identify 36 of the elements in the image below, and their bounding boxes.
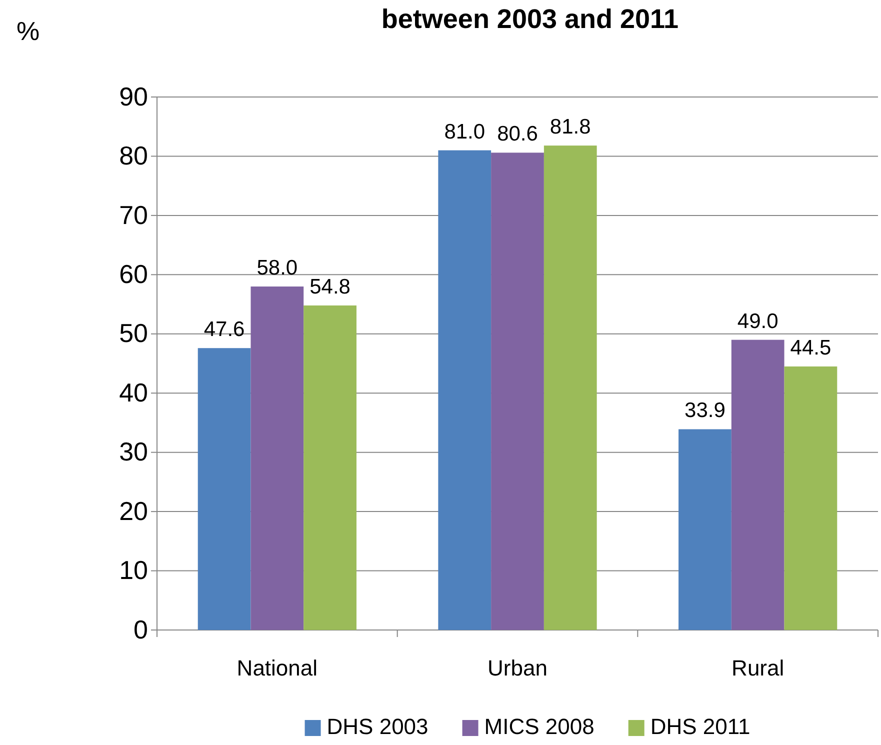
legend-label: DHS 2011 <box>650 714 750 739</box>
bar <box>784 366 838 630</box>
legend-label: MICS 2008 <box>484 714 594 739</box>
bar <box>304 305 356 630</box>
text: 81.8 <box>550 116 591 139</box>
x-tick-label: National <box>236 656 318 681</box>
y-tick-label: 40 <box>119 377 148 408</box>
y-tick-label: 50 <box>119 318 148 348</box>
bar <box>438 150 492 630</box>
text: 33.9 <box>684 399 726 422</box>
y-tick-label: 20 <box>119 496 148 526</box>
text: 80.6 <box>497 122 538 146</box>
bar <box>731 340 784 630</box>
text: 81.0 <box>444 120 486 144</box>
text: 47.6 <box>204 318 245 342</box>
bar <box>544 146 597 630</box>
bar <box>678 429 732 630</box>
text: 49.0 <box>737 310 778 333</box>
bar <box>250 286 304 630</box>
bar <box>198 348 251 630</box>
text: 44.5 <box>790 336 832 360</box>
y-tick-label: 10 <box>119 555 148 586</box>
x-tick-label: Urban <box>488 656 548 681</box>
y-tick-label: 70 <box>119 200 148 230</box>
text: 58.0 <box>256 256 298 280</box>
legend-label: DHS 2003 <box>326 714 428 739</box>
x-tick-label: Rural <box>732 656 784 681</box>
y-tick-label: 30 <box>119 436 148 467</box>
y-axis-title: % <box>16 16 40 46</box>
chart-title: between 2003 and 2011 <box>381 4 679 34</box>
y-tick-label: 80 <box>119 140 148 171</box>
y-tick-label: 60 <box>119 258 148 289</box>
bar <box>491 152 544 630</box>
y-tick-label: 0 <box>134 614 148 644</box>
text: 54.8 <box>310 275 350 298</box>
y-tick-label: 90 <box>119 81 148 112</box>
